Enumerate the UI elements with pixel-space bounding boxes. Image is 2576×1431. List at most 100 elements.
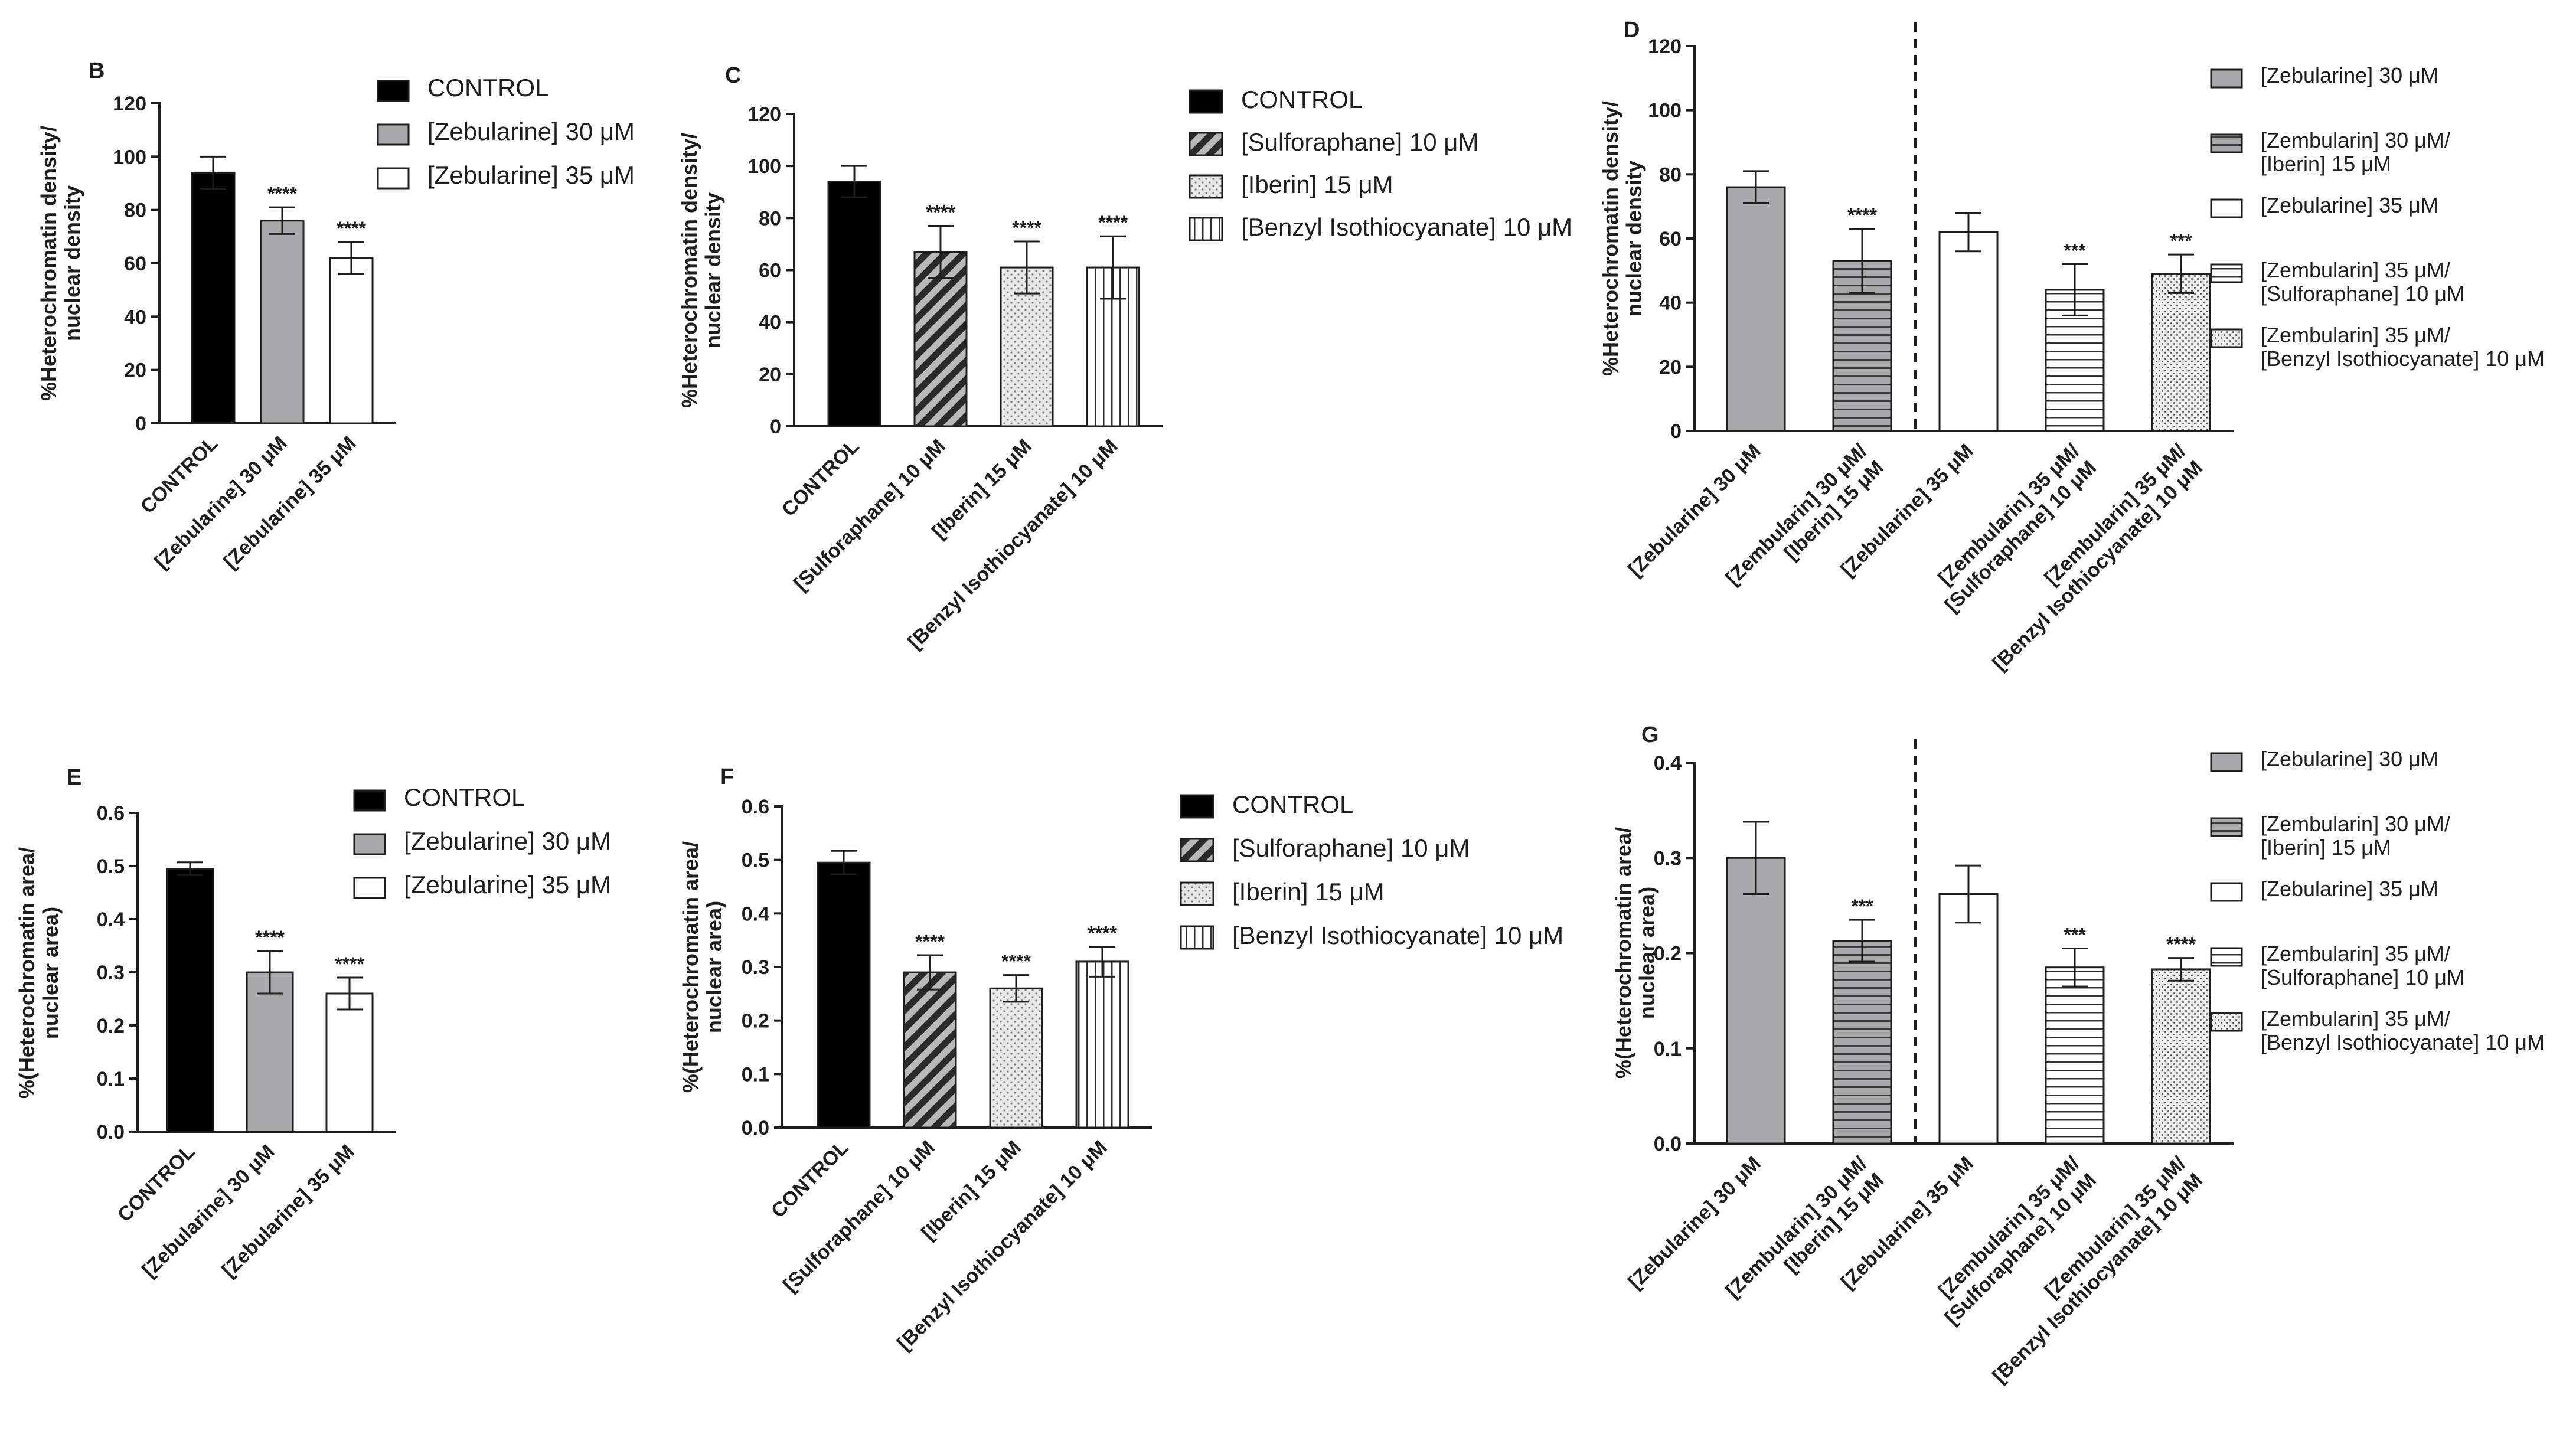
x-category-label: [Zebularine] 35 μM (217, 1141, 358, 1282)
legend-label-C: [Sulforaphane] 10 μM (1241, 128, 1478, 156)
significance-label: **** (1012, 217, 1041, 238)
x-category-label: [Zebularine] 30 μM (150, 432, 291, 573)
panel-letter-B: B (89, 58, 105, 83)
panel-letter-D: D (1624, 18, 1640, 43)
bar-E-2 (246, 971, 294, 1133)
y-tick-label: 20 (124, 360, 146, 382)
legend-swatch-D (2210, 328, 2243, 348)
significance-label: *** (2064, 924, 2086, 945)
legend-label-F: [Sulforaphane] 10 μM (1232, 834, 1470, 862)
legend-label-line: [Iberin] 15 μM (1232, 878, 1385, 906)
significance-label: **** (915, 931, 945, 952)
legend-label-G: [Zembularin] 35 μM/[Sulforaphane] 10 μM (2261, 942, 2464, 989)
legend-label-line: [Sulforaphane] 10 μM (1232, 834, 1470, 862)
legend-swatch-G (2210, 1012, 2243, 1032)
bar-B-2 (260, 220, 305, 424)
y-axis-label-line: %(Heterochromatin area/ (15, 847, 39, 1099)
legend-label-line: [Zembularin] 35 μM/ (2261, 942, 2450, 966)
x-category-label-line: CONTROL (778, 435, 864, 521)
chart-panel-F: F %(Heterochromatin area/nuclear area) 0.0… (678, 764, 1563, 1355)
legend-label-line: [Sulforaphane] 10 μM (2261, 965, 2464, 989)
legend-label-E: [Zebularine] 35 μM (404, 871, 611, 899)
x-category-label-line: [Sulforaphane] 10 μM (789, 435, 949, 595)
y-tick-label: 0.5 (742, 850, 769, 872)
y-tick-label: 0 (770, 416, 781, 438)
legend-label-line: CONTROL (404, 783, 525, 811)
y-tick-label: 0.3 (97, 962, 125, 984)
legend-label-line: [Benzyl Isothiocyanate] 10 μM (2261, 347, 2545, 371)
y-tick-label: 0.6 (97, 802, 125, 825)
legend-label-line: [Zebularine] 35 μM (404, 871, 611, 899)
y-tick-label: 0 (135, 413, 146, 435)
y-axis-label-line: %Heterochromatin density/ (37, 126, 61, 401)
legend-label-line: [Zembularin] 35 μM/ (2261, 258, 2450, 282)
y-axis-label-line: %(Heterochromatin area/ (1611, 827, 1635, 1079)
x-category-label-line: [Zebularine] 30 μM (150, 432, 291, 573)
bar-E-1 (166, 868, 214, 1133)
legend-label-line: CONTROL (1232, 790, 1353, 818)
legend-label-G: [Zembularin] 30 μM/[Iberin] 15 μM (2261, 812, 2450, 860)
legend-swatch-E (353, 833, 386, 855)
legend-label-E: [Zebularine] 30 μM (404, 827, 611, 855)
y-tick-label: 120 (747, 103, 781, 126)
legend-label-line: CONTROL (1241, 86, 1362, 113)
legend-label-line: [Zembularin] 35 μM/ (2261, 323, 2450, 347)
x-category-label-line: [Zebularine] 30 μM (138, 1141, 279, 1282)
legend-swatch-F (1180, 925, 1214, 950)
significance-label: **** (1847, 205, 1877, 226)
significance-label: **** (926, 202, 955, 223)
legend-swatch-F (1180, 794, 1214, 819)
y-tick-label: 0.2 (742, 1010, 769, 1033)
y-tick-label: 0.3 (742, 956, 769, 979)
panel-letter-C: C (725, 63, 741, 88)
y-tick-label: 0.6 (742, 796, 769, 818)
x-category-label: [Sulforaphane] 10 μM (789, 435, 949, 595)
x-category-label-line: [Zebularine] 35 μM (219, 432, 360, 573)
y-tick-label: 80 (124, 200, 146, 222)
legend-swatch-G (2210, 947, 2243, 967)
bar-F-2 (903, 971, 957, 1129)
y-tick-label: 120 (113, 93, 146, 115)
y-axis-label-line: nuclear area) (702, 901, 726, 1033)
legend-label-G: [Zebularine] 35 μM (2261, 877, 2438, 901)
legend-label-C: [Benzyl Isothiocyanate] 10 μM (1241, 213, 1572, 241)
significance-label: **** (1001, 951, 1031, 972)
legend-label-line: [Zebularine] 30 μM (404, 827, 611, 855)
chart-panel-C: C %Heterochromatin density/nuclear densit… (677, 63, 1572, 654)
chart-panel-D: D %Heterochromatin density/nuclear densit… (1598, 18, 2545, 675)
y-axis-label-F: %(Heterochromatin area/nuclear area) (678, 841, 726, 1093)
bar-E-3 (325, 992, 374, 1133)
significance-label: **** (255, 927, 285, 948)
significance-label: **** (267, 183, 297, 204)
legend-label-G: [Zebularine] 30 μM (2261, 747, 2438, 771)
significance-label: **** (1098, 212, 1128, 233)
legend-swatch-C (1189, 132, 1223, 156)
legend-swatch-F (1180, 881, 1214, 906)
panel-letter-E: E (67, 765, 81, 790)
y-tick-label: 60 (759, 260, 781, 282)
panel-letter-F: F (720, 764, 734, 789)
y-axis-label-line: nuclear area) (1635, 887, 1659, 1019)
y-tick-label: 100 (113, 146, 146, 168)
y-tick-label: 0.4 (742, 903, 769, 925)
y-tick-label: 0.3 (1654, 847, 1682, 870)
y-tick-label: 0.0 (742, 1117, 769, 1139)
y-axis-label-line: %Heterochromatin density/ (1598, 101, 1622, 376)
significance-label: *** (2170, 230, 2192, 251)
bar-G-3 (1938, 893, 1999, 1145)
bar-C-1 (827, 181, 881, 427)
y-tick-label: 120 (1648, 35, 1682, 58)
y-tick-label: 40 (124, 306, 146, 328)
legend-label-line: [Zembularin] 30 μM/ (2261, 812, 2450, 836)
y-tick-label: 40 (759, 312, 781, 334)
legend-label-line: [Zebularine] 35 μM (2261, 877, 2438, 901)
significance-label: *** (2064, 240, 2086, 261)
legend-label-line: [Benzyl Isothiocyanate] 10 μM (2261, 1030, 2545, 1054)
y-tick-label: 80 (1659, 164, 1682, 186)
y-tick-label: 40 (1659, 292, 1682, 315)
y-tick-label: 80 (759, 207, 781, 230)
legend-label-line: [Iberin] 15 μM (1241, 171, 1393, 198)
significance-label: *** (1851, 896, 1873, 917)
legend-label-C: [Iberin] 15 μM (1241, 171, 1393, 198)
legend-label-line: [Sulforaphane] 10 μM (1241, 128, 1478, 156)
